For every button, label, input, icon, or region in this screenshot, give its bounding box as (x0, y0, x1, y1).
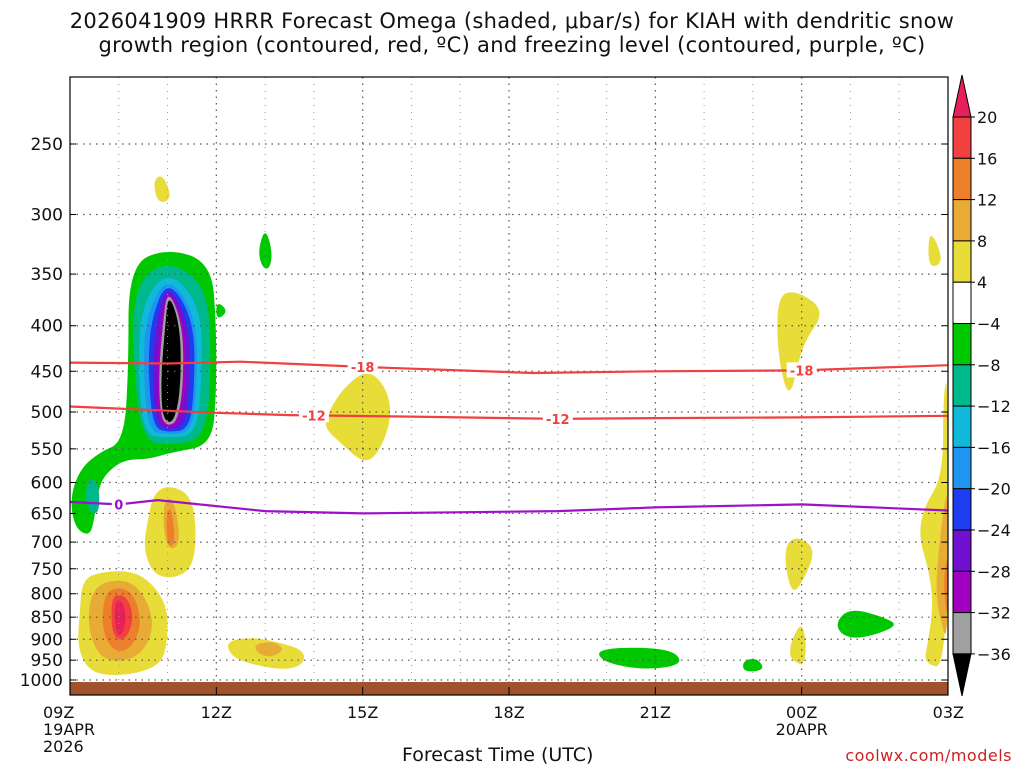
colorbar-label-8: −16 (977, 438, 1011, 457)
x-tick-label-15Z: 15Z (347, 703, 378, 722)
y-tick-label-1000: 1000 (20, 671, 63, 691)
x-tick-sublabel-20APR: 20APR (776, 720, 828, 739)
omega-region-orange-33 (944, 560, 948, 612)
colorbar-swatch-11 (952, 529, 972, 572)
contour-layer: -18 -18 -12 -12 0 (69, 358, 949, 515)
omega-region-yellow-18 (928, 235, 941, 267)
contour-label-bg-minus12-0 (298, 407, 329, 423)
colorbar-label-9: −20 (977, 480, 1011, 499)
colorbar-swatch-12 (952, 570, 972, 614)
y-tick-label-600: 600 (31, 473, 63, 493)
omega-region-orange-30 (166, 509, 175, 546)
colorbar-swatch-8 (952, 405, 972, 448)
colorbar-label-7: −12 (977, 397, 1011, 416)
chart-title-line1: 2026041909 HRRR Forecast Omega (shaded, … (69, 9, 955, 33)
y-tick-label-700: 700 (31, 533, 63, 553)
colorbar-label-2: 12 (977, 191, 997, 210)
colorbar-label-5: −4 (977, 315, 1001, 334)
colorbar-swatch-13 (952, 612, 972, 655)
y-tick-label-900: 900 (31, 630, 63, 650)
colorbar-label-6: −8 (977, 356, 1001, 375)
colorbar-swatch-9 (952, 446, 972, 490)
colorbar-label-0: 20 (977, 108, 997, 127)
colorbar-label-4: 4 (977, 273, 987, 292)
x-tick-label-21Z: 21Z (640, 703, 671, 722)
colorbar-swatch-2 (952, 157, 972, 201)
omega-region-yellow-20 (790, 626, 806, 664)
x-tick-label-03Z: 03Z (933, 703, 964, 722)
y-tick-label-800: 800 (31, 585, 63, 605)
contour-freezing (69, 499, 949, 515)
colorbar-swatch-1 (952, 116, 972, 159)
omega-region-black-10 (161, 300, 181, 422)
y-tick-label-250: 250 (31, 135, 63, 155)
y-tick-label-850: 850 (31, 608, 63, 628)
colorbar-label-13: −36 (977, 645, 1011, 664)
chart-title-line2: growth region (contoured, red, ºC) and f… (98, 33, 926, 57)
colorbar-label-3: 8 (977, 232, 987, 251)
y-tick-label-400: 400 (31, 317, 63, 337)
omega-region-pink-27 (114, 600, 126, 636)
credit-link[interactable]: coolwx.com/models (845, 746, 1012, 765)
contour-label-freezing-0: 0 (114, 498, 123, 513)
y-tick-label-750: 750 (31, 560, 63, 580)
omega-region-teal-3 (85, 479, 100, 514)
y-tick-label-300: 300 (31, 205, 63, 225)
contour-minus18 (69, 360, 949, 375)
colorbar-label-11: −28 (977, 562, 1011, 581)
colorbar-label-1: 16 (977, 149, 997, 168)
x-tick-label-00Z: 00Z (786, 703, 817, 722)
colorbar-swatch-7 (952, 364, 972, 407)
y-tick-label-450: 450 (31, 362, 63, 382)
contour-label-minus18-0: -18 (351, 361, 375, 376)
contour-label-minus12-1: -12 (546, 413, 570, 428)
x-tick-sublabel-19APR: 19APR (43, 720, 95, 739)
axes-layer: 2503003504004505005506006507007508008509… (20, 135, 964, 756)
colorbar-swatch-14 (952, 653, 972, 697)
omega-region-green-12 (599, 647, 680, 669)
y-tick-label-500: 500 (31, 403, 63, 423)
gridlines (70, 77, 948, 695)
x-tick-label-12Z: 12Z (201, 703, 232, 722)
colorbar-swatch-10 (952, 488, 972, 531)
colorbar-swatch-0 (952, 74, 972, 118)
contour-minus12 (69, 405, 949, 420)
x-tick-label-09Z: 09Z (43, 703, 74, 722)
y-tick-label-950: 950 (31, 651, 63, 671)
contour-label-bg-minus18-0 (347, 358, 378, 374)
x-axis-label: Forecast Time (UTC) (402, 744, 594, 766)
omega-region-green-1 (216, 304, 226, 318)
omega-region-yellow-19 (785, 538, 813, 591)
y-tick-label-350: 350 (31, 265, 63, 285)
y-tick-label-650: 650 (31, 504, 63, 524)
x-tick-sublabel2-2026: 2026 (43, 737, 84, 756)
omega-region-green-14 (837, 610, 894, 638)
omega-region-yellow-15 (154, 176, 170, 202)
colorbar-swatch-6 (952, 323, 972, 366)
contour-label-minus12-0: -12 (302, 409, 326, 424)
contour-label-bg-freezing-0 (111, 496, 126, 512)
colorbar: 20 16 12 8 4 −4 −8 −12 −16 −20 −24 −28 −32 −36 (952, 74, 1011, 697)
contour-label-bg-minus12-1 (542, 410, 573, 426)
colorbar-swatch-4 (952, 240, 972, 283)
colorbar-swatch-5 (952, 281, 972, 325)
omega-region-green-11 (259, 233, 272, 269)
colorbar-swatch-3 (952, 199, 972, 242)
y-tick-label-550: 550 (31, 440, 63, 460)
omega-region-gold-22 (255, 642, 282, 657)
colorbar-label-12: −32 (977, 604, 1011, 623)
colorbar-label-10: −24 (977, 521, 1011, 540)
contour-label-minus18-1: -18 (790, 364, 814, 379)
x-tick-label-18Z: 18Z (493, 703, 524, 722)
contour-label-bg-minus18-1 (786, 362, 817, 378)
